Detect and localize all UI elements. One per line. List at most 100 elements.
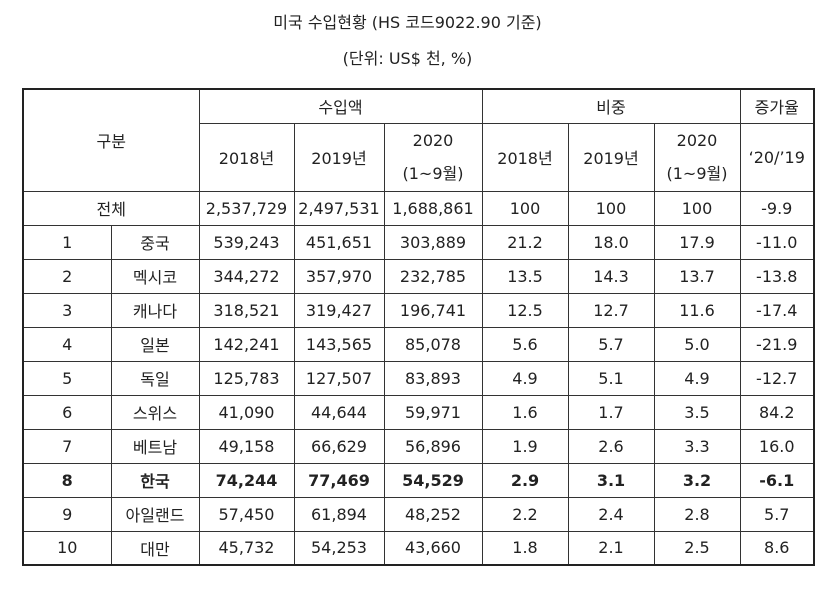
growth-cell: 8.6: [739, 530, 815, 566]
rank-cell: 4: [22, 326, 112, 362]
page-title: 미국 수입현황 (HS 코드9022.90 기준): [273, 13, 542, 32]
share-2019-cell: 2.4: [567, 496, 655, 532]
share-2018-cell: 5.6: [481, 326, 569, 362]
imp-2020-cell: 54,529: [383, 462, 483, 498]
share-2018-cell: 1.8: [481, 530, 569, 566]
imp-2018-cell: 41,090: [198, 394, 295, 430]
share-2018-cell: 21.2: [481, 224, 569, 260]
share-2019-cell: 2.6: [567, 428, 655, 464]
country-cell: 대만: [110, 530, 200, 566]
share-2020-cell: 3.2: [653, 462, 741, 498]
header-share: 비중: [481, 88, 741, 124]
share-2018-cell: 4.9: [481, 360, 569, 396]
country-cell: 스위스: [110, 394, 200, 430]
share-2018-cell: 1.6: [481, 394, 569, 430]
imp-2020-cell: 303,889: [383, 224, 483, 260]
header-imp-2020-note: (1~9월): [402, 164, 464, 183]
header-share-2020-note: (1~9월): [666, 164, 728, 183]
country-cell: 일본: [110, 326, 200, 362]
imp-2018-cell: 125,783: [198, 360, 295, 396]
growth-cell: -21.9: [739, 326, 815, 362]
share-2018-cell: 2.9: [481, 462, 569, 498]
table-row: 8 한국 74,244 77,469 54,529 2.9 3.1 3.2 -6.1: [22, 462, 815, 498]
imp-2018-cell: 344,272: [198, 258, 295, 294]
imp-2020-cell: 59,971: [383, 394, 483, 430]
imp-2020-cell: 43,660: [383, 530, 483, 566]
share-2019-cell: 5.7: [567, 326, 655, 362]
share-2020-cell: 3.3: [653, 428, 741, 464]
country-cell: 캐나다: [110, 292, 200, 328]
share-2019-cell: 18.0: [567, 224, 655, 260]
total-imp-2020: 1,688,861: [383, 190, 483, 226]
growth-cell: 16.0: [739, 428, 815, 464]
share-2018-cell: 13.5: [481, 258, 569, 294]
country-cell: 한국: [110, 462, 200, 498]
imp-2019-cell: 66,629: [293, 428, 385, 464]
total-share-2018: 100: [481, 190, 569, 226]
rank-cell: 6: [22, 394, 112, 430]
header-imp-2018: 2018년: [198, 122, 295, 192]
header-import-amount: 수입액: [198, 88, 483, 124]
table-row: 7 베트남 49,158 66,629 56,896 1.9 2.6 3.3 16.0: [22, 428, 815, 464]
country-cell: 아일랜드: [110, 496, 200, 532]
share-2018-cell: 2.2: [481, 496, 569, 532]
imp-2018-cell: 318,521: [198, 292, 295, 328]
header-growth-period: ‘20/’19: [739, 122, 815, 192]
share-2020-cell: 5.0: [653, 326, 741, 362]
country-cell: 중국: [110, 224, 200, 260]
share-2019-cell: 12.7: [567, 292, 655, 328]
table-row: 6 스위스 41,090 44,644 59,971 1.6 1.7 3.5 84.2: [22, 394, 815, 430]
imp-2020-cell: 83,893: [383, 360, 483, 396]
imp-2019-cell: 77,469: [293, 462, 385, 498]
table-row: 2 멕시코 344,272 357,970 232,785 13.5 14.3 13.7 -13…: [22, 258, 815, 294]
growth-cell: -6.1: [739, 462, 815, 498]
rank-cell: 3: [22, 292, 112, 328]
header-imp-2019: 2019년: [293, 122, 385, 192]
share-2018-cell: 12.5: [481, 292, 569, 328]
share-2020-cell: 4.9: [653, 360, 741, 396]
header-imp-2020: 2020 (1~9월): [383, 122, 483, 192]
imp-2018-cell: 539,243: [198, 224, 295, 260]
country-cell: 베트남: [110, 428, 200, 464]
table-row: 4 일본 142,241 143,565 85,078 5.6 5.7 5.0 -21.9: [22, 326, 815, 362]
table-row: 1 중국 539,243 451,651 303,889 21.2 18.0 17.9 -11.…: [22, 224, 815, 260]
share-2019-cell: 14.3: [567, 258, 655, 294]
header-growth: 증가율: [739, 88, 815, 124]
share-2020-cell: 11.6: [653, 292, 741, 328]
rank-cell: 10: [22, 530, 112, 566]
share-2020-cell: 2.5: [653, 530, 741, 566]
imp-2019-cell: 319,427: [293, 292, 385, 328]
share-2018-cell: 1.9: [481, 428, 569, 464]
share-2019-cell: 3.1: [567, 462, 655, 498]
imp-2019-cell: 127,507: [293, 360, 385, 396]
country-cell: 독일: [110, 360, 200, 396]
imp-2020-cell: 56,896: [383, 428, 483, 464]
share-2020-cell: 2.8: [653, 496, 741, 532]
imp-2019-cell: 61,894: [293, 496, 385, 532]
imp-2018-cell: 142,241: [198, 326, 295, 362]
rank-cell: 2: [22, 258, 112, 294]
header-category: 구분: [22, 88, 200, 192]
growth-cell: -13.8: [739, 258, 815, 294]
rank-cell: 5: [22, 360, 112, 396]
imp-2018-cell: 49,158: [198, 428, 295, 464]
table-row: 5 독일 125,783 127,507 83,893 4.9 5.1 4.9 -12.7: [22, 360, 815, 396]
imp-2020-cell: 196,741: [383, 292, 483, 328]
share-2019-cell: 2.1: [567, 530, 655, 566]
total-share-2020: 100: [653, 190, 741, 226]
header-imp-2020-year: 2020: [412, 131, 454, 150]
header-share-2020: 2020 (1~9월): [653, 122, 741, 192]
total-imp-2018: 2,537,729: [198, 190, 295, 226]
growth-cell: -12.7: [739, 360, 815, 396]
imp-2019-cell: 44,644: [293, 394, 385, 430]
growth-cell: 5.7: [739, 496, 815, 532]
total-row: 전체 2,537,729 2,497,531 1,688,861 100 100…: [22, 190, 815, 226]
header-share-2018: 2018년: [481, 122, 569, 192]
imp-2018-cell: 57,450: [198, 496, 295, 532]
imp-2019-cell: 357,970: [293, 258, 385, 294]
share-2019-cell: 5.1: [567, 360, 655, 396]
total-imp-2019: 2,497,531: [293, 190, 385, 226]
total-label: 전체: [22, 190, 200, 226]
table-row: 10 대만 45,732 54,253 43,660 1.8 2.1 2.5 8.6: [22, 530, 815, 566]
rank-cell: 9: [22, 496, 112, 532]
